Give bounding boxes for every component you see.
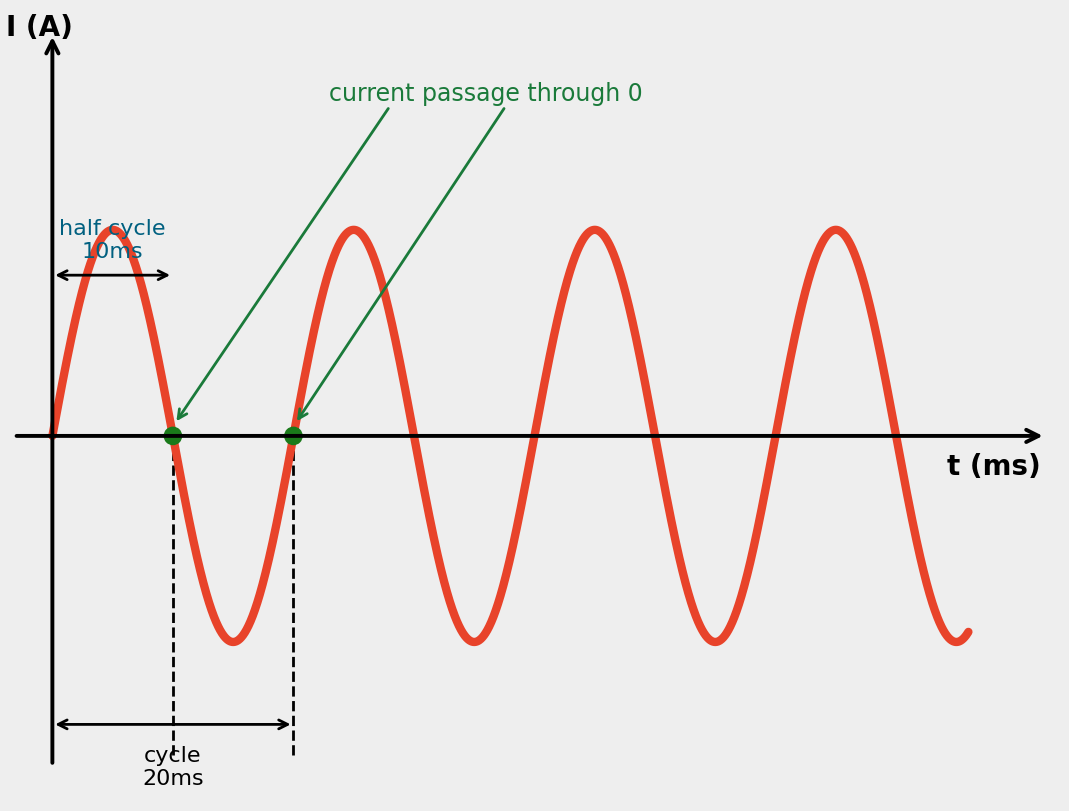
- Text: half cycle
10ms: half cycle 10ms: [60, 218, 166, 261]
- Text: cycle
20ms: cycle 20ms: [142, 745, 204, 788]
- Point: [284, 430, 301, 443]
- Text: t (ms): t (ms): [947, 453, 1041, 481]
- Text: I (A): I (A): [6, 15, 73, 42]
- Text: current passage through 0: current passage through 0: [329, 83, 644, 106]
- Point: [165, 430, 182, 443]
